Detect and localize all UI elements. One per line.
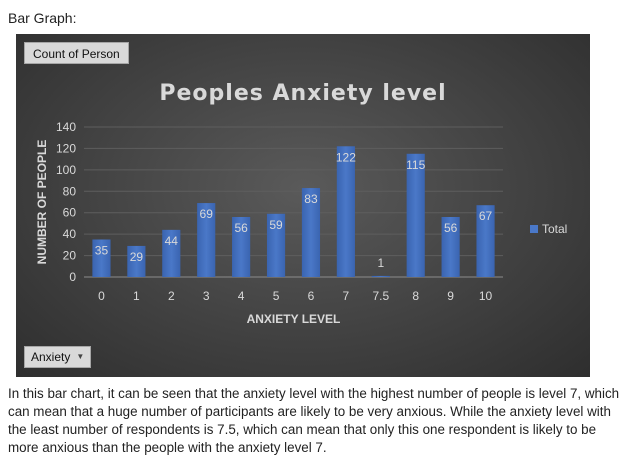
- x-tick-label: 8: [412, 289, 419, 303]
- bar: [371, 275, 390, 277]
- x-tick-label: 6: [308, 289, 315, 303]
- bar: [336, 146, 355, 277]
- chart-title: Peoples Anxiety level: [159, 81, 446, 106]
- dropdown-arrow-icon: ▼: [76, 352, 85, 361]
- count-of-person-field-button[interactable]: Count of Person: [24, 42, 129, 64]
- data-label: 67: [479, 209, 493, 223]
- x-tick-label: 5: [273, 289, 280, 303]
- bar: [476, 205, 495, 277]
- x-axis-label: ANXIETY LEVEL: [247, 312, 341, 326]
- x-tick-label: 7: [343, 289, 350, 303]
- bar: [162, 229, 181, 277]
- bar: [232, 217, 251, 277]
- anxiety-filter-button[interactable]: Anxiety ▼: [24, 346, 92, 368]
- bar: [266, 213, 286, 277]
- data-label: 1: [377, 256, 384, 270]
- data-label: 56: [234, 221, 248, 235]
- bar: [301, 188, 321, 277]
- bar: [441, 217, 460, 277]
- bar: [197, 203, 216, 277]
- data-label: 59: [269, 218, 283, 232]
- bar: [92, 239, 111, 277]
- data-label: 56: [444, 221, 458, 235]
- x-tick-label: 4: [238, 289, 245, 303]
- y-tick-label: 20: [63, 249, 77, 263]
- bar: [406, 153, 425, 277]
- data-label: 83: [304, 192, 318, 206]
- y-axis-label: NUMBER OF PEOPLE: [35, 140, 49, 265]
- x-tick-label: 3: [203, 289, 210, 303]
- page-heading: Bar Graph:: [8, 10, 77, 26]
- chart-area: Peoples Anxiety level 0 20 40 60 80 100 120 140 N…: [16, 34, 590, 377]
- data-label: 122: [336, 150, 356, 164]
- data-label: 29: [130, 250, 144, 264]
- x-tick-label: 1: [133, 289, 140, 303]
- y-tick-label: 60: [63, 206, 77, 220]
- x-tick-label: 2: [168, 289, 175, 303]
- data-label: 35: [95, 244, 109, 258]
- x-tick-label: 7.5: [372, 289, 389, 303]
- y-tick-label: 120: [56, 141, 76, 155]
- legend-label: Total: [542, 222, 567, 236]
- data-label: 44: [165, 234, 179, 248]
- x-tick-label: 0: [98, 289, 105, 303]
- bar-chart: Peoples Anxiety level020406080100120140N…: [35, 81, 567, 326]
- y-tick-label: 100: [56, 163, 76, 177]
- data-label: 69: [200, 207, 214, 221]
- caption-text: In this bar chart, it can be seen that t…: [8, 386, 620, 455]
- y-tick-label: 140: [56, 120, 76, 134]
- legend-swatch: [530, 225, 538, 233]
- anxiety-filter-label: Anxiety: [31, 350, 71, 364]
- y-tick-label: 40: [63, 227, 77, 241]
- y-tick-label: 0: [69, 270, 76, 284]
- bar: [127, 245, 146, 277]
- x-tick-label: 9: [447, 289, 454, 303]
- x-tick-label: 10: [479, 289, 493, 303]
- data-label: 115: [406, 158, 425, 172]
- y-tick-label: 80: [63, 184, 77, 198]
